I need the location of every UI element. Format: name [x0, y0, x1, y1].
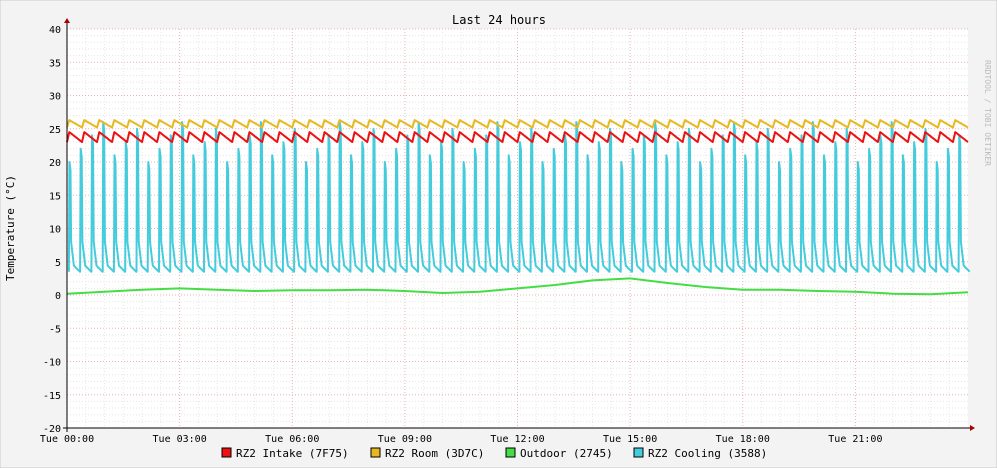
y-tick-label: 20	[49, 158, 61, 169]
legend-label: RZ2 Cooling (3588)	[648, 447, 767, 460]
y-tick-label: -5	[49, 324, 61, 335]
series-line-3	[67, 121, 971, 273]
y-tick-label: 40	[49, 25, 61, 36]
y-tick-label: 15	[49, 191, 61, 202]
watermark: RRDTOOL / TOBI OETIKER	[983, 60, 992, 166]
x-tick-label: Tue 06:00	[265, 434, 319, 445]
y-tick-label: 25	[49, 125, 61, 136]
y-tick-label: 0	[55, 291, 61, 302]
legend-label: Outdoor (2745)	[520, 447, 613, 460]
y-tick-label: 5	[55, 258, 61, 269]
x-tick-label: Tue 18:00	[716, 434, 770, 445]
series-line-2	[66, 277, 969, 296]
y-tick-label: 10	[49, 225, 61, 236]
y-tick-label: 35	[49, 58, 61, 69]
y-axis-arrow	[64, 18, 70, 23]
legend-swatch	[505, 447, 516, 458]
y-tick-label: -15	[43, 391, 61, 402]
x-tick-label: Tue 21:00	[828, 434, 882, 445]
y-tick-label: -20	[43, 424, 61, 435]
legend-label: RZ2 Room (3D7C)	[385, 447, 484, 460]
legend-swatch	[370, 447, 381, 458]
y-tick-label: -10	[43, 358, 61, 369]
legend-label: RZ2 Intake (7F75)	[236, 447, 349, 460]
x-tick-label: Tue 09:00	[378, 434, 432, 445]
grid	[66, 28, 968, 429]
x-tick-label: Tue 12:00	[490, 434, 544, 445]
legend-swatch	[221, 447, 232, 458]
series-line-0	[66, 131, 969, 144]
x-axis-arrow	[970, 425, 975, 431]
y-tick-label: 30	[49, 92, 61, 103]
legend: RZ2 Intake (7F75) RZ2 Room (3D7C) Outdoor …	[221, 447, 767, 460]
legend-swatch	[633, 447, 644, 458]
series-lines	[66, 119, 971, 296]
chart-title: Last 24 hours	[452, 13, 546, 27]
x-tick-label: Tue 03:00	[153, 434, 207, 445]
x-tick-label: Tue 00:00	[40, 434, 94, 445]
x-tick-label: Tue 15:00	[603, 434, 657, 445]
series-line-1	[66, 119, 969, 129]
y-axis-label: Temperature (°C)	[4, 175, 17, 281]
